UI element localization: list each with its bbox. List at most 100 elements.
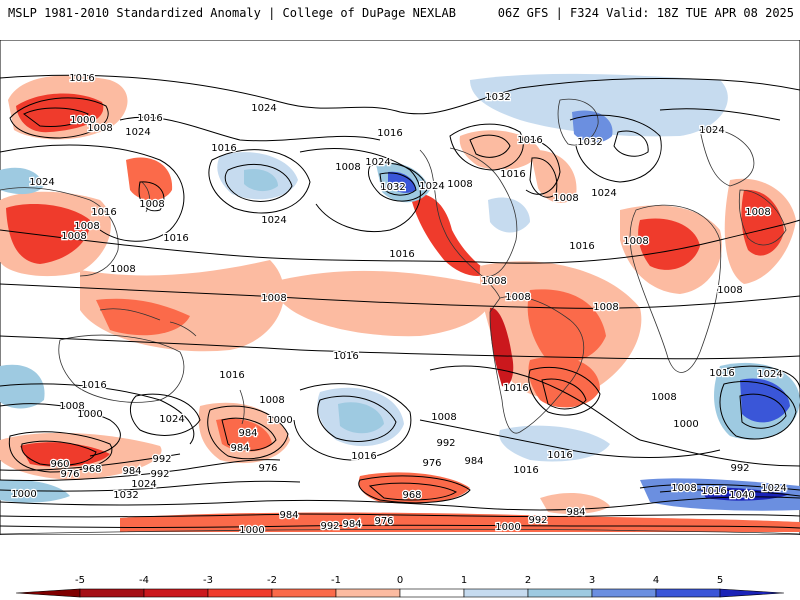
isobar-label: 1016 bbox=[377, 128, 402, 139]
isobar-label: 992 bbox=[152, 454, 171, 465]
isobar-line bbox=[23, 107, 89, 127]
anomaly-area-pacific-tropic bbox=[280, 270, 492, 337]
anomaly-area-ne-pacific-core bbox=[388, 171, 416, 193]
isobar-label: 984 bbox=[238, 428, 257, 439]
isobar-line bbox=[528, 367, 601, 416]
anomaly-area-africa-core bbox=[638, 218, 700, 270]
isobar-label: 1016 bbox=[91, 207, 116, 218]
isobar-line bbox=[208, 149, 311, 214]
anomaly-area-greenland-east bbox=[530, 149, 577, 203]
isobar-line bbox=[0, 459, 281, 481]
isobar-line bbox=[379, 172, 417, 196]
isobar-line bbox=[639, 439, 800, 467]
isobar-label: 1008 bbox=[59, 401, 84, 412]
isobar-line bbox=[479, 496, 800, 511]
isobar-label: 1024 bbox=[591, 188, 616, 199]
isobar-line bbox=[8, 431, 113, 473]
isobar-label: 1024 bbox=[125, 127, 150, 138]
isobar-line bbox=[119, 116, 381, 142]
isobar-line bbox=[207, 405, 289, 460]
isobar-line bbox=[0, 383, 195, 445]
anomaly-area-s-pacific-mid-core bbox=[216, 418, 272, 452]
isobar-line bbox=[0, 403, 121, 457]
anomaly-area-s-atlantic-low bbox=[358, 472, 470, 504]
anomaly-area-indonesia bbox=[96, 298, 190, 336]
isobar-label: 1016 bbox=[137, 113, 162, 124]
isobar-label: 1008 bbox=[717, 285, 742, 296]
anomaly-area-arctic bbox=[470, 73, 728, 137]
isobar-label: 984 bbox=[342, 519, 361, 530]
isobar-label: 992 bbox=[730, 463, 749, 474]
isobar-label: 1024 bbox=[761, 483, 786, 494]
isobar-label: 976 bbox=[422, 458, 441, 469]
colorbar-segment-neg3 bbox=[207, 588, 273, 598]
colorbar-tick-label: -1 bbox=[331, 575, 341, 586]
isobar-label: 992 bbox=[150, 469, 169, 480]
isobar-label: 1008 bbox=[261, 293, 286, 304]
isobar-label: 1000 bbox=[239, 525, 264, 535]
isobar-label: 1016 bbox=[547, 450, 572, 461]
isobar-label: 976 bbox=[60, 469, 79, 480]
isobar-label: 1040 bbox=[729, 490, 754, 501]
colorbar-segment-neg4 bbox=[143, 588, 209, 598]
isobar-label: 1000 bbox=[11, 489, 36, 500]
colorbar-tick-labels: -5 -4 -3 -2 -1 0 1 2 3 4 5 bbox=[75, 575, 723, 586]
isobar-label: 1008 bbox=[553, 193, 578, 204]
isobar-label: 1024 bbox=[29, 177, 54, 188]
anomaly-area-greenland-high bbox=[572, 110, 613, 143]
isobar-label: 1016 bbox=[163, 233, 188, 244]
isobar-label: 1032 bbox=[380, 182, 405, 193]
isobar-line bbox=[293, 383, 412, 461]
isobar-line bbox=[0, 499, 481, 509]
isobar-label: 1016 bbox=[219, 370, 244, 381]
isobar-label: 984 bbox=[122, 466, 141, 477]
coast-south-america bbox=[489, 295, 585, 434]
isobar-line bbox=[0, 524, 800, 529]
anomaly-area-atlantic-high bbox=[488, 197, 530, 233]
isobar-label: 1008 bbox=[481, 276, 506, 287]
isobar-label: 1016 bbox=[517, 135, 542, 146]
isobar-label: 1024 bbox=[131, 479, 156, 490]
isobar-line bbox=[429, 365, 641, 441]
isobar-label: 1008 bbox=[74, 221, 99, 232]
isobar-label: 1008 bbox=[431, 412, 456, 423]
anomaly-area-n-pacific-core bbox=[16, 93, 104, 133]
coast-europe bbox=[699, 128, 755, 187]
isobar-label: 1016 bbox=[569, 241, 594, 252]
isobar-line bbox=[221, 417, 277, 451]
isobar-label: 1016 bbox=[701, 486, 726, 497]
isobar-label: 1016 bbox=[333, 351, 358, 362]
colorbar-segments bbox=[15, 588, 785, 598]
colorbar-segment-pos4 bbox=[655, 588, 721, 598]
anomaly-area-antarctic-band bbox=[120, 512, 800, 532]
isobar-line bbox=[739, 393, 787, 429]
isobar-line bbox=[0, 74, 800, 115]
isobar-line bbox=[469, 134, 511, 158]
isobar-line bbox=[569, 114, 662, 183]
coast-indonesia bbox=[99, 308, 197, 337]
isobar-line bbox=[299, 148, 421, 233]
isobar-line bbox=[9, 97, 109, 139]
anomaly-area-argentina bbox=[528, 356, 600, 408]
anomaly-area-s-australia bbox=[0, 364, 45, 409]
contour-label-layer: 1016 1000 1008 1016 1024 1024 1016 1016 1008 1024… bbox=[10, 72, 788, 535]
anomaly-area-n-america-west bbox=[410, 193, 490, 276]
isobar-label: 1008 bbox=[651, 392, 676, 403]
isobar-line bbox=[317, 395, 397, 442]
isobar-label: 1000 bbox=[267, 415, 292, 426]
colorbar-tick-label: 1 bbox=[461, 575, 467, 586]
coast-north-america bbox=[419, 147, 518, 277]
colorbar-segment-neg5 bbox=[79, 588, 145, 598]
isobar-label: 1016 bbox=[81, 380, 106, 391]
coast-asia-east bbox=[0, 187, 119, 277]
anomaly-map: 1016 1000 1008 1016 1024 1024 1016 1016 1008 1024… bbox=[0, 40, 800, 535]
isobar-label: 1008 bbox=[593, 302, 618, 313]
isobar-label: 1000 bbox=[70, 115, 95, 126]
isobar-line bbox=[0, 453, 181, 471]
colorbar-tick-label: -2 bbox=[267, 575, 277, 586]
isobar-label: 1024 bbox=[251, 103, 276, 114]
isobar-label: 1024 bbox=[699, 125, 724, 136]
isobar-line bbox=[0, 335, 800, 360]
isobar-label: 1016 bbox=[503, 383, 528, 394]
anomaly-area-siberia bbox=[0, 167, 44, 195]
